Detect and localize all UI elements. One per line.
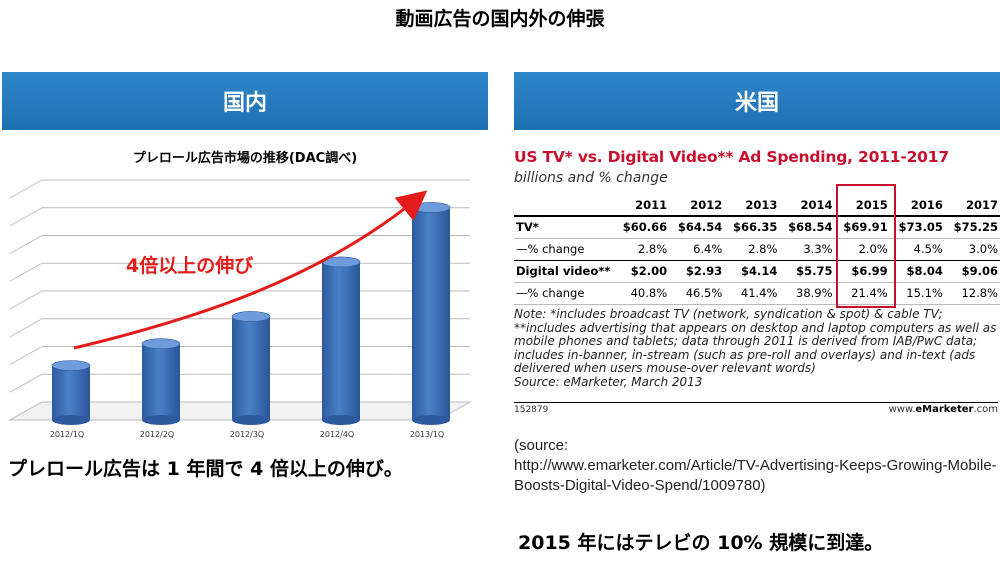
column-header-2012: 2012	[669, 194, 725, 217]
table-note-text: Note: *includes broadcast TV (network, s…	[514, 307, 997, 376]
chart-bar	[411, 202, 451, 425]
column-header-2013: 2013	[724, 194, 780, 217]
chart-id: 152879	[514, 405, 549, 415]
table-cell: 6.4%	[669, 238, 725, 261]
table-header-row: 2011 2012 2013 2014 2015 2016 2017	[514, 194, 1000, 217]
gridline-side	[9, 262, 43, 282]
growth-arrow	[73, 190, 428, 350]
table-subtitle: billions and % change	[514, 170, 668, 186]
growth-annotation: 4倍以上の伸び	[126, 254, 253, 277]
row-label: TV*	[514, 216, 614, 239]
preroll-bar-chart: 2012/1Q 2012/2Q 2012/3Q 2012/4Q 2013/1Q 4倍以上…	[8, 179, 472, 439]
column-header-2011: 2011	[614, 194, 670, 217]
table-cell: $5.75	[779, 260, 835, 283]
table-cell: $68.54	[779, 216, 835, 239]
gridline-side	[9, 318, 43, 338]
chart-bars	[51, 202, 451, 425]
table-row: TV* $60.66 $64.54 $66.35 $68.54 $69.91 $73.05 $…	[514, 216, 1000, 239]
column-header-2017: 2017	[944, 194, 1000, 217]
x-tick-label: 2012/3Q	[230, 430, 264, 439]
table-cell: 2.8%	[614, 238, 670, 261]
chart-bar	[141, 338, 181, 425]
source-label: (source:	[514, 437, 569, 454]
column-header-2014: 2014	[779, 194, 835, 217]
gridline-side	[9, 207, 43, 227]
domestic-header: 国内	[2, 72, 488, 130]
chart-bar	[321, 256, 361, 425]
page-title: 動画広告の国内外の伸張	[395, 8, 605, 30]
table-cell: 41.4%	[724, 282, 780, 305]
highlight-2015-box	[836, 184, 896, 308]
x-tick-label: 2012/4Q	[320, 430, 354, 439]
table-cell: $9.06	[944, 260, 1000, 283]
x-tick-label: 2012/2Q	[140, 430, 174, 439]
chart-bar	[51, 360, 91, 425]
gridline-side	[9, 290, 43, 310]
source-citation: (source: http://www.emarketer.com/Articl…	[514, 436, 1000, 496]
table-cell: 38.9%	[779, 282, 835, 305]
table-cell: $6.99	[834, 260, 890, 283]
gridline-side	[9, 373, 43, 393]
table-cell: $75.25	[944, 216, 1000, 239]
table-note: Note: *includes broadcast TV (network, s…	[514, 307, 998, 390]
ad-spending-table: 2011 2012 2013 2014 2015 2016 2017 TV* $60.66 $6…	[514, 194, 1000, 305]
gridline-side	[9, 179, 43, 199]
table-cell: $73.05	[889, 216, 945, 239]
table-cell: 2.8%	[724, 238, 780, 261]
table-cell: $64.54	[669, 216, 725, 239]
chart-title: プレロール広告市場の推移(DAC調べ)	[132, 151, 358, 166]
table-cell: 3.0%	[944, 238, 1000, 261]
column-header-2015: 2015	[834, 194, 890, 217]
table-cell: $60.66	[614, 216, 670, 239]
column-header-label	[514, 194, 614, 217]
table-cell: 46.5%	[669, 282, 725, 305]
table-cell: 15.1%	[889, 282, 945, 305]
emarketer-table-panel: US TV* vs. Digital Video** Ad Spending, …	[510, 138, 1000, 423]
column-header-2016: 2016	[889, 194, 945, 217]
table-cell: 4.5%	[889, 238, 945, 261]
table-cell: $69.91	[834, 216, 890, 239]
row-label: —% change	[514, 238, 614, 261]
table-cell: $2.00	[614, 260, 670, 283]
domestic-caption: プレロール広告は 1 年間で 4 倍以上の伸び。	[8, 458, 403, 480]
table-title: US TV* vs. Digital Video** Ad Spending, …	[514, 148, 949, 166]
row-label: Digital video**	[514, 260, 614, 283]
table-cell: $8.04	[889, 260, 945, 283]
table-source-line: Source: eMarketer, March 2013	[514, 374, 703, 389]
us-caption: 2015 年にはテレビの 10% 規模に到達。	[518, 532, 884, 554]
us-header: 米国	[514, 72, 1000, 130]
x-tick-label: 2012/1Q	[50, 430, 84, 439]
gridline-side	[9, 235, 43, 254]
table-cell: $2.93	[669, 260, 725, 283]
table-row: —% change 2.8% 6.4% 2.8% 3.3% 2.0% 4.5% 3.0%	[514, 238, 1000, 261]
table-row: Digital video** $2.00 $2.93 $4.14 $5.75 $6.99…	[514, 260, 1000, 283]
source-url: http://www.emarketer.com/Article/TV-Adve…	[514, 457, 997, 494]
table-cell: 40.8%	[614, 282, 670, 305]
chart-bar	[231, 311, 271, 425]
table-cell: 3.3%	[779, 238, 835, 261]
chart-x-labels: 2012/1Q 2012/2Q 2012/3Q 2012/4Q 2013/1Q	[50, 430, 444, 439]
table-cell: $4.14	[724, 260, 780, 283]
table-cell: $66.35	[724, 216, 780, 239]
table-cell: 2.0%	[834, 238, 890, 261]
table-cell: 12.8%	[944, 282, 1000, 305]
table-footer-divider	[514, 402, 998, 403]
table-cell: 21.4%	[834, 282, 890, 305]
table-row: —% change 40.8% 46.5% 41.4% 38.9% 21.4% 15.1% 1…	[514, 282, 1000, 305]
emarketer-logo: www.eMarketer.com	[888, 404, 998, 415]
row-label: —% change	[514, 282, 614, 305]
gridline-side	[9, 346, 43, 365]
x-tick-label: 2013/1Q	[410, 430, 444, 439]
